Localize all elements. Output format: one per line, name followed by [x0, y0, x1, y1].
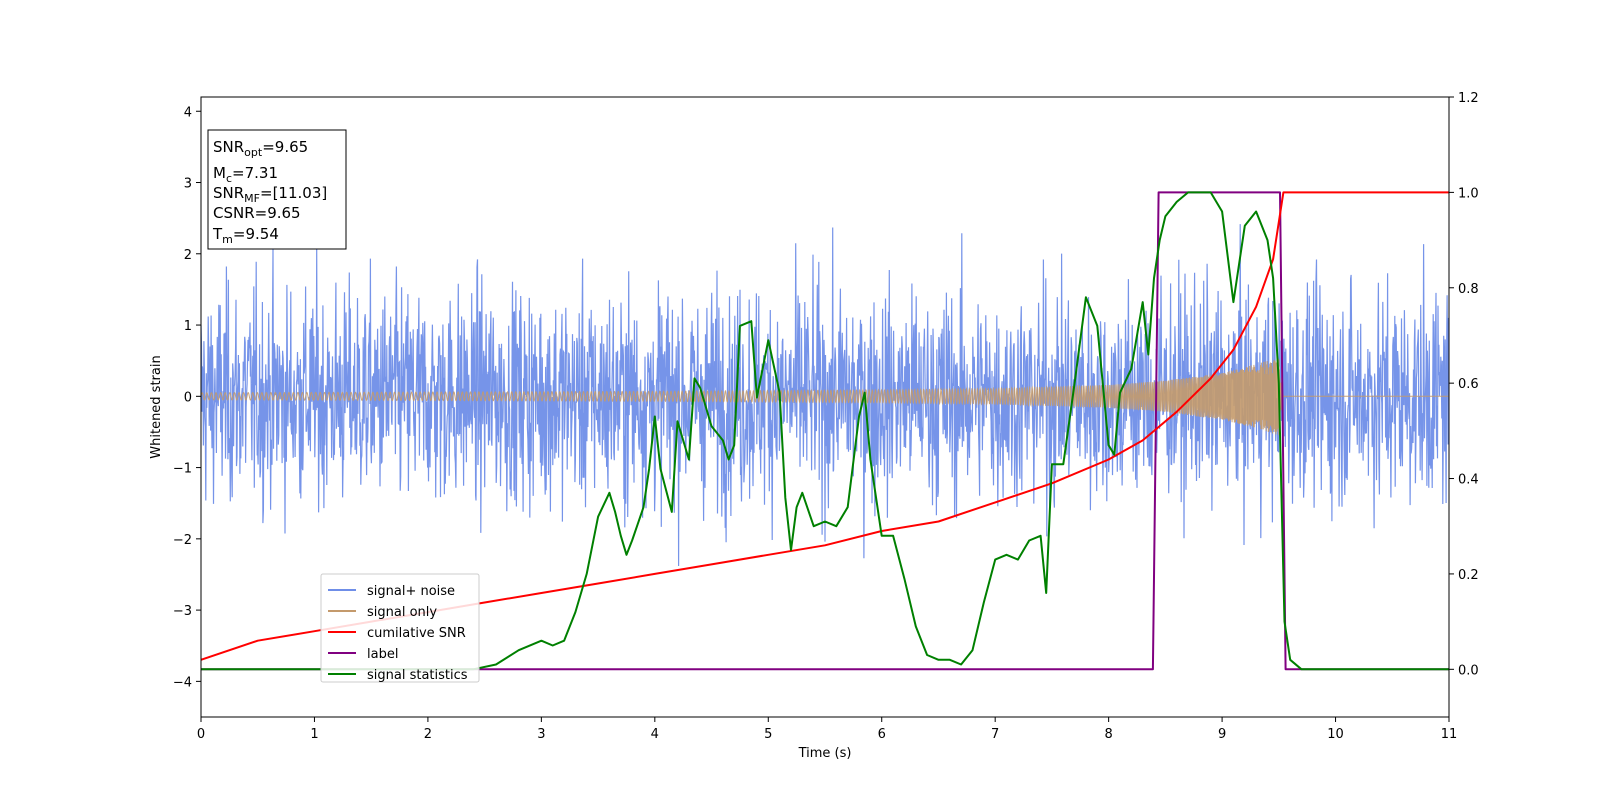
legend-frame — [320, 573, 480, 683]
x-tick-label: 0 — [197, 727, 205, 742]
y-tick-label: 4 — [184, 105, 192, 120]
info-csnr: CSNR=9.65 — [213, 204, 301, 222]
x-tick-label: 9 — [1218, 727, 1226, 742]
y-tick-label: 3 — [184, 177, 192, 192]
x-tick-label: 4 — [651, 727, 659, 742]
info-tm: Tm=9.54 — [212, 225, 279, 246]
y2-tick-label: 0.6 — [1458, 377, 1479, 392]
legend-label: signal only — [367, 605, 437, 620]
legend: signal+ noise signal only cumilative SNR la… — [320, 573, 480, 683]
info-snr-opt: SNRopt=9.65 — [213, 138, 308, 159]
x-tick-label: 3 — [537, 727, 545, 742]
legend-label: label — [367, 647, 398, 662]
y2-tick-label: 0.4 — [1458, 473, 1479, 488]
legend-label: cumilative SNR — [367, 626, 466, 641]
y2-tick-label: 1.0 — [1458, 186, 1479, 201]
y-axis-title: Whitened strain — [149, 355, 164, 458]
y-tick-label: 2 — [184, 248, 192, 263]
x-tick-label: 11 — [1441, 727, 1458, 742]
series-signal-only-line — [201, 357, 1449, 436]
legend-label: signal+ noise — [367, 584, 455, 599]
axes-frame — [200, 96, 1450, 718]
y-tick-label: −4 — [173, 675, 192, 690]
info-box: SNRopt=9.65 Mc=7.31 SNRMF=[11.03] CSNR=9… — [207, 129, 347, 250]
x-axis-title: Time (s) — [798, 746, 852, 761]
y-axis-right: 1.2 1.0 0.8 0.6 0.4 0.2 0.0 — [1449, 91, 1479, 678]
y2-tick-label: 0.0 — [1458, 663, 1479, 678]
y-tick-label: −2 — [173, 533, 192, 548]
y-tick-label: −1 — [173, 462, 192, 477]
y2-tick-label: 0.2 — [1458, 568, 1479, 583]
x-axis: 0 1 2 3 4 5 6 7 8 9 10 11 — [197, 717, 1457, 742]
x-tick-label: 2 — [424, 727, 432, 742]
info-snr-mf: SNRMF=[11.03] — [213, 184, 327, 205]
x-tick-label: 8 — [1104, 727, 1112, 742]
x-tick-label: 6 — [878, 727, 886, 742]
legend-label: signal statistics — [367, 668, 468, 683]
y2-tick-label: 0.8 — [1458, 282, 1479, 297]
info-mc: Mc=7.31 — [213, 164, 278, 185]
y-tick-label: 0 — [184, 390, 192, 405]
y-tick-label: 1 — [184, 319, 192, 334]
y2-tick-label: 1.2 — [1458, 91, 1479, 106]
series-signal-statistics-line — [201, 191, 1449, 671]
x-tick-label: 10 — [1327, 727, 1344, 742]
y-tick-label: −3 — [173, 604, 192, 619]
y-axis-left: 4 3 2 1 0 −1 −2 −3 −4 — [173, 105, 201, 690]
x-tick-label: 1 — [310, 727, 318, 742]
x-tick-label: 7 — [991, 727, 999, 742]
x-tick-label: 5 — [764, 727, 772, 742]
